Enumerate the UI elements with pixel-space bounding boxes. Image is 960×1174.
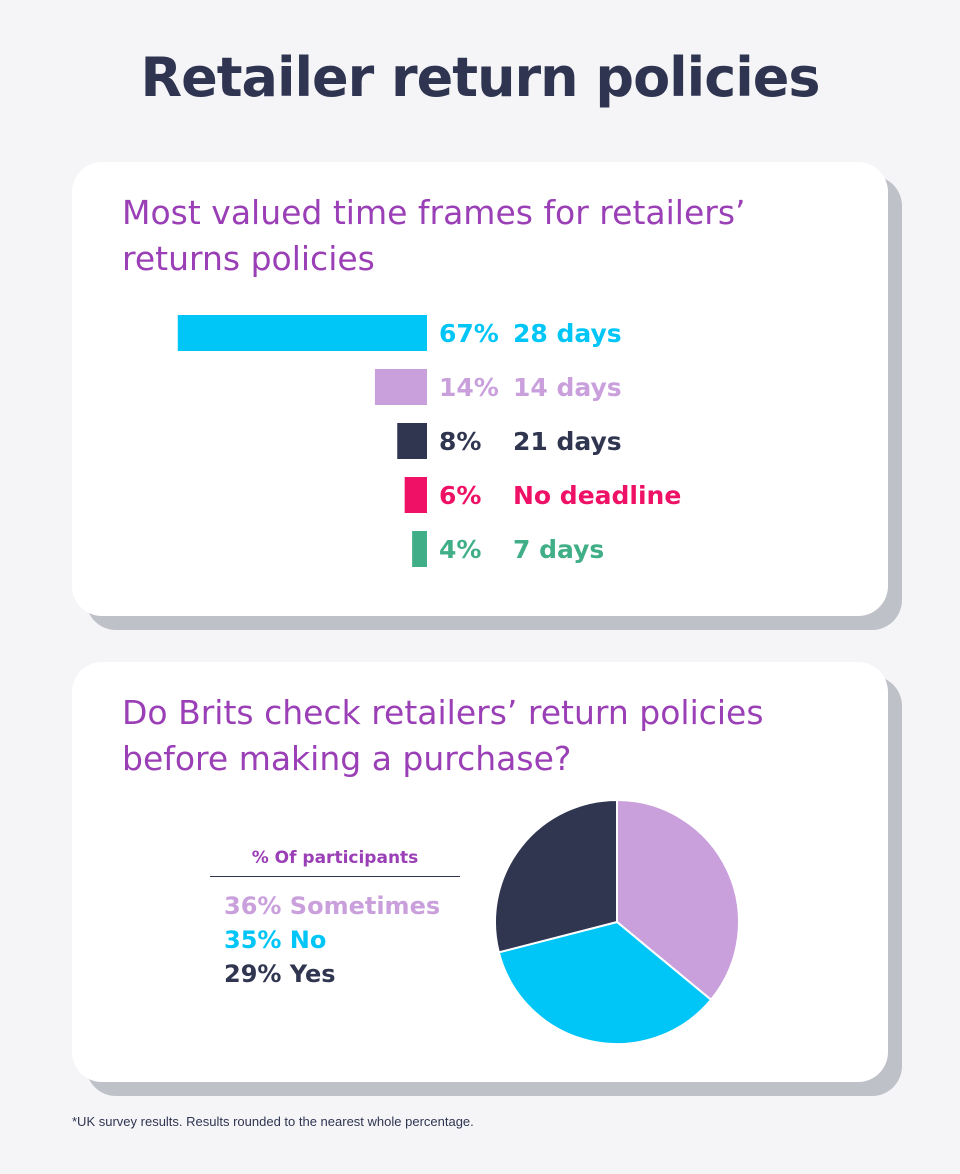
bar-value-label: 8% (439, 427, 481, 456)
legend-item-no: 35% No (224, 926, 327, 954)
footnote: *UK survey results. Results rounded to t… (72, 1114, 474, 1129)
bar-category-label: 14 days (513, 373, 622, 402)
legend-item-sometimes: 36% Sometimes (224, 892, 441, 920)
bar-1 (374, 369, 427, 405)
bar-value-label: 67% (439, 319, 499, 348)
bar-value-label: 6% (439, 481, 481, 510)
pie-chart (494, 798, 740, 1045)
legend-title: % Of participants (210, 848, 460, 877)
legend-item-yes: 29% Yes (224, 960, 336, 988)
pie-slice-yes (494, 798, 618, 954)
pie-legend: % Of participants 36% Sometimes 35% No 2… (210, 848, 460, 991)
bar-value-label: 14% (439, 373, 499, 402)
bar-chart-card: Most valued time frames for retailers’ r… (72, 162, 888, 616)
bar-chart-title: Most valued time frames for retailers’ r… (122, 193, 746, 278)
bar-2 (397, 423, 427, 459)
bar-chart: 67% 28 days 14% 14 days 8% 21 days 6% No deadli… (177, 315, 681, 567)
bar-category-label: No deadline (513, 481, 681, 510)
bar-3 (404, 477, 427, 513)
bar-0 (177, 315, 427, 351)
pie-chart-title: Do Brits check retailers’ return policie… (122, 693, 764, 778)
pie-slice-sometimes (616, 798, 740, 1002)
bar-4 (412, 531, 427, 567)
pie-slice-no (497, 920, 713, 1045)
bar-category-label: 28 days (513, 319, 622, 348)
pie-chart-card: Do Brits check retailers’ return policie… (72, 662, 888, 1082)
page-title: Retailer return policies (140, 46, 821, 109)
bar-category-label: 7 days (513, 535, 604, 564)
bar-category-label: 21 days (513, 427, 622, 456)
bar-value-label: 4% (439, 535, 481, 564)
